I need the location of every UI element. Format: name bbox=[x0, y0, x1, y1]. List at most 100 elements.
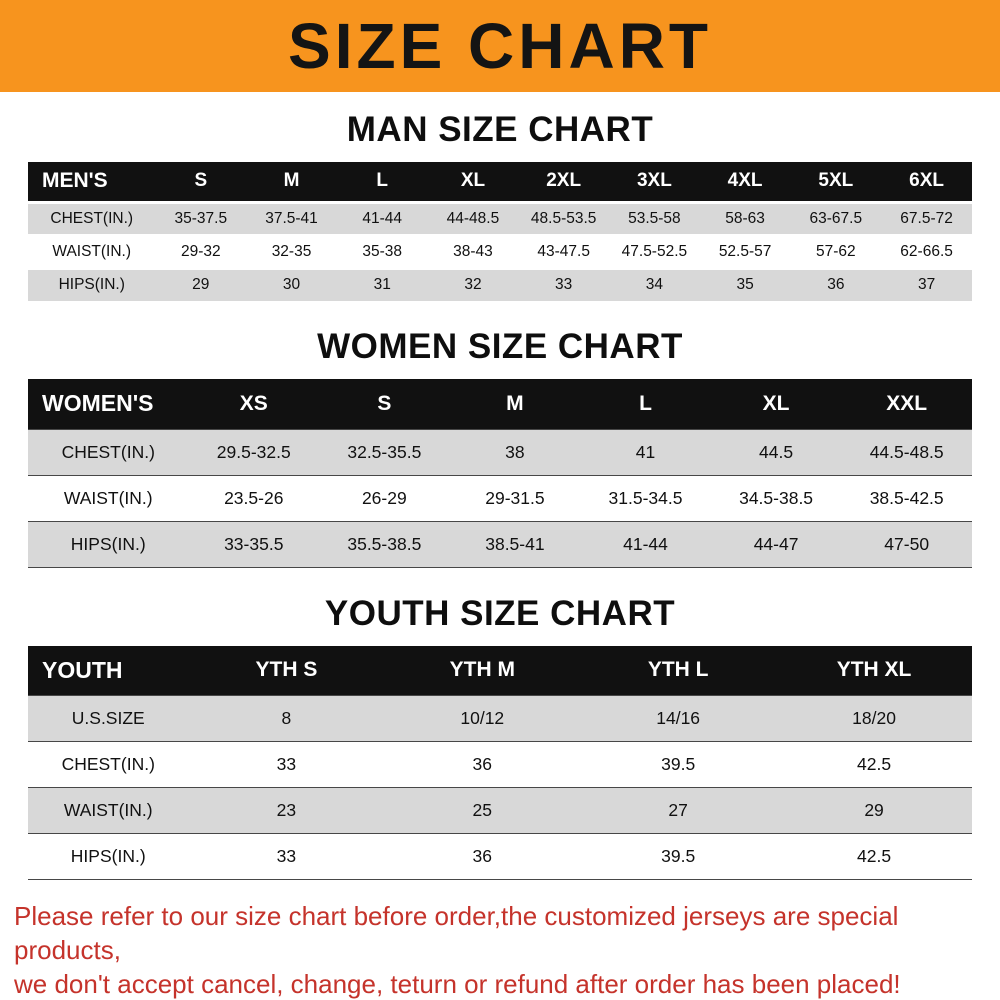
size-value-cell: 33 bbox=[518, 266, 610, 301]
row-label: WAIST(IN.) bbox=[28, 787, 189, 834]
size-value-cell: 42.5 bbox=[776, 741, 972, 788]
size-value-cell: 38.5-41 bbox=[449, 520, 581, 568]
table-row: WAIST(IN.) 23 25 27 29 bbox=[28, 787, 972, 834]
size-value-cell: 8 bbox=[188, 695, 385, 742]
size-value-cell: 39.5 bbox=[580, 741, 777, 788]
size-value-cell: 67.5-72 bbox=[881, 200, 972, 235]
women-section-title: WOMEN SIZE CHART bbox=[317, 327, 683, 366]
table-row: WAIST(IN.) 23.5-26 26-29 29-31.5 31.5-34.5 34… bbox=[28, 474, 972, 521]
row-label: CHEST(IN.) bbox=[28, 428, 189, 475]
size-column-header: 4XL bbox=[699, 162, 791, 202]
size-value-cell: 57-62 bbox=[790, 233, 882, 268]
size-value-cell: 44-47 bbox=[710, 520, 842, 568]
size-value-cell: 18/20 bbox=[776, 695, 972, 742]
man-section-title: MAN SIZE CHART bbox=[346, 110, 654, 149]
size-value-cell: 44.5-48.5 bbox=[841, 428, 972, 475]
size-column-header: 3XL bbox=[609, 162, 700, 202]
size-column-header: 2XL bbox=[518, 162, 610, 202]
table-row: U.S.SIZE 8 10/12 14/16 18/20 bbox=[28, 695, 972, 742]
size-value-cell: 36 bbox=[384, 741, 581, 788]
size-value-cell: 38 bbox=[449, 428, 581, 475]
size-value-cell: 33-35.5 bbox=[188, 520, 320, 568]
size-column-header: S bbox=[319, 379, 450, 429]
size-value-cell: 47.5-52.5 bbox=[609, 233, 700, 268]
size-column-header: M bbox=[246, 162, 337, 202]
size-value-cell: 36 bbox=[384, 833, 581, 880]
size-value-cell: 41 bbox=[580, 428, 711, 475]
size-value-cell: 32.5-35.5 bbox=[319, 428, 450, 475]
man-size-table: MEN'S S M L XL 2XL 3XL 4XL 5XL 6XL CHEST(IN.) 35-37… bbox=[28, 162, 972, 301]
table-corner-label: MEN'S bbox=[28, 162, 156, 202]
banner: SIZE CHART bbox=[0, 0, 1000, 92]
table-corner-label: WOMEN'S bbox=[28, 379, 189, 429]
table-row: HIPS(IN.) 33-35.5 35.5-38.5 38.5-41 41-44 44-… bbox=[28, 520, 972, 568]
size-value-cell: 23.5-26 bbox=[188, 474, 320, 521]
table-row: HIPS(IN.) 29 30 31 32 33 34 35 36 37 bbox=[28, 266, 972, 301]
size-column-header: YTH S bbox=[188, 645, 385, 696]
row-label: CHEST(IN.) bbox=[28, 741, 189, 788]
size-value-cell: 29-31.5 bbox=[449, 474, 581, 521]
size-value-cell: 63-67.5 bbox=[790, 200, 882, 235]
youth-size-table: YOUTH YTH S YTH M YTH L YTH XL U.S.SIZE 8 10/12… bbox=[28, 645, 972, 880]
size-value-cell: 37.5-41 bbox=[246, 200, 337, 235]
size-value-cell: 33 bbox=[188, 833, 385, 880]
size-column-header: 5XL bbox=[790, 162, 882, 202]
table-header-row: WOMEN'S XS S M L XL XXL bbox=[28, 379, 972, 429]
footer-note-line-2: we don't accept cancel, change, teturn o… bbox=[14, 968, 901, 999]
size-value-cell: 47-50 bbox=[841, 520, 972, 568]
youth-section-title: YOUTH SIZE CHART bbox=[324, 593, 676, 633]
size-column-header: XXL bbox=[841, 379, 972, 429]
size-column-header: XL bbox=[710, 379, 842, 429]
size-value-cell: 10/12 bbox=[384, 695, 581, 742]
size-value-cell: 34 bbox=[609, 266, 700, 301]
size-value-cell: 39.5 bbox=[580, 833, 777, 880]
size-column-header: M bbox=[449, 379, 581, 429]
size-value-cell: 34.5-38.5 bbox=[710, 474, 842, 521]
size-value-cell: 35 bbox=[699, 266, 791, 301]
size-value-cell: 32 bbox=[427, 266, 519, 301]
size-column-header: YTH L bbox=[580, 645, 777, 696]
size-value-cell: 41-44 bbox=[580, 520, 711, 568]
man-size-section: MAN SIZE CHART MEN'S S M L XL 2XL 3XL 4XL 5XL 6XL… bbox=[0, 110, 1000, 301]
size-value-cell: 23 bbox=[188, 787, 385, 834]
size-column-header: L bbox=[580, 379, 711, 429]
size-value-cell: 38-43 bbox=[427, 233, 519, 268]
size-value-cell: 29 bbox=[776, 787, 972, 834]
size-value-cell: 38.5-42.5 bbox=[841, 474, 972, 521]
footer-note-line-1: Please refer to our size chart before or… bbox=[14, 901, 899, 965]
size-value-cell: 30 bbox=[246, 266, 337, 301]
size-value-cell: 37 bbox=[881, 266, 972, 301]
footer-note: Please refer to our size chart before or… bbox=[14, 900, 986, 1000]
table-header-row: MEN'S S M L XL 2XL 3XL 4XL 5XL 6XL bbox=[28, 162, 972, 202]
table-row: CHEST(IN.) 35-37.5 37.5-41 41-44 44-48.5 48.5… bbox=[28, 200, 972, 235]
size-value-cell: 31.5-34.5 bbox=[580, 474, 711, 521]
size-column-header: YTH XL bbox=[776, 645, 972, 696]
size-column-header: XL bbox=[427, 162, 519, 202]
youth-size-section: YOUTH SIZE CHART YOUTH YTH S YTH M YTH L YTH… bbox=[0, 593, 1000, 880]
row-label: WAIST(IN.) bbox=[28, 233, 156, 268]
women-size-table: WOMEN'S XS S M L XL XXL CHEST(IN.) 29.5-32.5 32.5… bbox=[28, 379, 972, 568]
size-value-cell: 43-47.5 bbox=[518, 233, 610, 268]
row-label: HIPS(IN.) bbox=[28, 833, 189, 880]
size-value-cell: 58-63 bbox=[699, 200, 791, 235]
size-value-cell: 53.5-58 bbox=[609, 200, 700, 235]
size-value-cell: 27 bbox=[580, 787, 777, 834]
size-value-cell: 29.5-32.5 bbox=[188, 428, 320, 475]
size-value-cell: 29 bbox=[155, 266, 247, 301]
size-value-cell: 41-44 bbox=[336, 200, 428, 235]
row-label: CHEST(IN.) bbox=[28, 200, 156, 235]
size-column-header: XS bbox=[188, 379, 320, 429]
size-column-header: 6XL bbox=[881, 162, 972, 202]
table-row: CHEST(IN.) 29.5-32.5 32.5-35.5 38 41 44.5 44.5… bbox=[28, 428, 972, 475]
size-value-cell: 48.5-53.5 bbox=[518, 200, 610, 235]
size-value-cell: 44.5 bbox=[710, 428, 842, 475]
size-value-cell: 44-48.5 bbox=[427, 200, 519, 235]
table-header-row: YOUTH YTH S YTH M YTH L YTH XL bbox=[28, 645, 972, 696]
size-column-header: S bbox=[155, 162, 247, 202]
women-size-section: WOMEN SIZE CHART WOMEN'S XS S M L XL XXL CHEST(… bbox=[0, 327, 1000, 568]
size-value-cell: 42.5 bbox=[776, 833, 972, 880]
row-label: U.S.SIZE bbox=[28, 695, 189, 742]
size-value-cell: 62-66.5 bbox=[881, 233, 972, 268]
size-value-cell: 35-38 bbox=[336, 233, 428, 268]
